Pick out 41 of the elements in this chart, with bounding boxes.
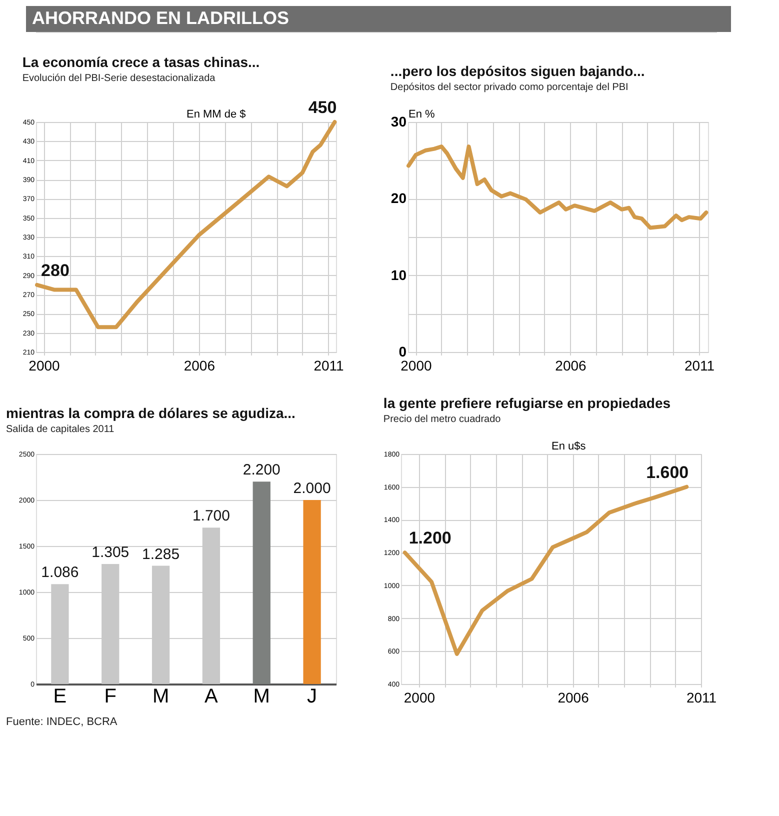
x-tick-label: 2000 — [400, 358, 432, 374]
x-tick-label: 2006 — [184, 358, 216, 374]
chart-title: ...pero los depósitos siguen bajando... — [390, 63, 645, 79]
y-axis-title: En MM de $ — [186, 108, 246, 120]
data-label: 2.000 — [293, 480, 331, 497]
annotation: 280 — [41, 260, 70, 280]
y-tick-label: 20 — [390, 190, 407, 206]
chart-subtitle: Evolución del PBI-Serie desestacionalizada — [22, 73, 216, 84]
text: AHORRANDO EN LADRILLOS — [32, 8, 289, 28]
x-tick-label: 2011 — [686, 690, 717, 706]
x-tick-label: M — [152, 686, 170, 708]
data-label: 1.086 — [41, 564, 79, 582]
y-axis-title: En u$s — [552, 440, 586, 452]
y-tick-label: 0 — [398, 344, 407, 360]
y-tick-label: 10 — [390, 266, 407, 283]
annotation: 1.200 — [408, 528, 452, 548]
source-note: Fuente: INDEC, BCRA — [6, 716, 118, 728]
data-label: 2.200 — [242, 462, 280, 479]
annotation: 1.600 — [646, 462, 689, 482]
data-label: 1.305 — [92, 544, 130, 561]
annotation: 450 — [308, 98, 337, 117]
x-tick-label: A — [204, 686, 219, 708]
chart-subtitle: Salida de capitales 2011 — [6, 424, 115, 435]
y-tick-label: 30 — [390, 114, 407, 130]
x-tick-label: 2006 — [555, 358, 587, 374]
x-tick-label: 2006 — [558, 690, 590, 706]
chart-subtitle: Depósitos del sector privado como porcentaje del PBI — [390, 82, 628, 93]
chart-subtitle: Precio del metro cuadrado — [383, 414, 502, 425]
chart-title: mientras la compra de dólares se agudiza... — [6, 405, 296, 421]
x-tick-label: F — [104, 686, 116, 708]
data-label: 1.700 — [192, 508, 230, 525]
x-tick-label: J — [307, 686, 318, 708]
y-axis-title: En % — [408, 108, 436, 120]
chart-title: La economía crece a tasas chinas... — [22, 54, 260, 70]
x-tick-label: 2000 — [404, 690, 436, 706]
chart-title: la gente prefiere refugiarse en propiedades — [383, 395, 671, 411]
data-label: 1.285 — [142, 546, 180, 563]
x-tick-label: E — [53, 686, 67, 708]
x-tick-label: 2011 — [314, 358, 344, 374]
x-tick-label: 2011 — [684, 358, 715, 374]
x-tick-label: M — [253, 686, 270, 708]
